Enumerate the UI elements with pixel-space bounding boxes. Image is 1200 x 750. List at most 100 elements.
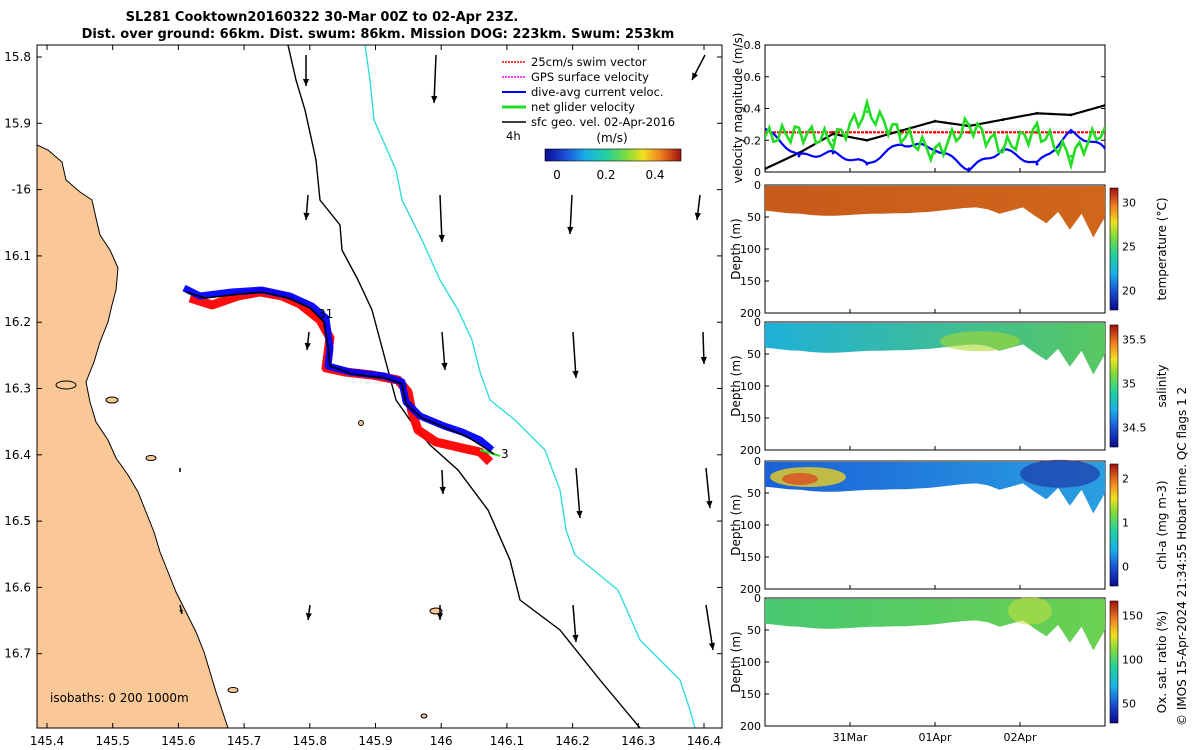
- section-colorbar-label: Ox. sat. ratio (%): [1155, 611, 1169, 713]
- salinity-patch: [940, 331, 1020, 352]
- map-axis-ticks: [37, 45, 722, 728]
- latitude-label: 16.3: [4, 382, 31, 396]
- latitude-label: 16.1: [4, 249, 31, 263]
- title-line-2: Dist. over ground: 66km. Dist. swum: 86k…: [82, 27, 675, 42]
- section-colorbar-label: chl-a (mg m-3): [1155, 480, 1169, 569]
- arrow-head: [572, 370, 579, 378]
- colorbar-tick: 0: [553, 168, 561, 182]
- section-colorbar: [1109, 187, 1119, 311]
- section-ylabel: Depth (m): [729, 355, 743, 416]
- velocity-series: [765, 97, 1105, 172]
- depth-tick-label: 200: [740, 720, 761, 733]
- legend-item-geo: sfc geo. vel. 02-Apr-2016: [502, 115, 675, 129]
- velocity-point: [933, 151, 937, 155]
- section-fill: [765, 323, 1105, 375]
- velocity-point: [831, 138, 835, 142]
- longitude-label: 146: [430, 734, 453, 748]
- time-tick-label: 01Apr: [918, 731, 952, 744]
- velocity-series-25cms: [765, 130, 1105, 134]
- latitude-label: 15.9: [4, 116, 31, 130]
- colorbar-tick: 0.4: [645, 168, 664, 182]
- arrow-icon: [436, 605, 444, 620]
- velocity-point: [1001, 130, 1005, 134]
- depth-tick-label: 0: [754, 316, 761, 329]
- arrow-head: [692, 72, 699, 80]
- arrow-head: [438, 234, 445, 242]
- arrow-icon: [179, 468, 181, 472]
- island: [145, 455, 157, 461]
- depth-tick-label: 200: [740, 583, 761, 596]
- depth-tick-label: 150: [740, 688, 761, 701]
- colorbar-tick-label: 150: [1122, 610, 1143, 623]
- depth-tick-label: 200: [740, 444, 761, 457]
- velocity-point: [765, 127, 767, 131]
- velocity-point: [865, 162, 869, 166]
- latitude-label: -16: [11, 183, 31, 197]
- legend-item-dive: dive-avg current veloc.: [502, 85, 664, 99]
- velocity-point: [933, 130, 937, 134]
- depth-tick-label: 0: [754, 179, 761, 192]
- island: [420, 713, 428, 719]
- depth-tick-label: 100: [740, 656, 761, 669]
- velocity-point: [967, 130, 971, 134]
- longitude-label: 145.9: [358, 734, 392, 748]
- colorbar-tick-label: 100: [1122, 654, 1143, 667]
- arrow-icon: [575, 467, 583, 519]
- arrow-head: [179, 470, 181, 472]
- latitude-label: 16.6: [4, 580, 31, 594]
- colorbar-tick-label: 25: [1122, 241, 1136, 254]
- section-colorbar: [1109, 463, 1119, 587]
- arrow-icon: [439, 469, 446, 495]
- section-colorbar-label: temperature (°C): [1155, 198, 1169, 301]
- isobaths-label: isobaths: 0 200 1000m: [50, 691, 189, 705]
- longitude-label: 146.2: [555, 734, 589, 748]
- latitude-label: 16.5: [4, 514, 31, 528]
- velocity-point: [967, 122, 971, 126]
- depth-tick-label: 200: [740, 307, 761, 320]
- arrow-icon: [705, 604, 716, 651]
- section-fill: [765, 462, 1105, 514]
- velocity-point: [967, 167, 971, 171]
- longitude-label: 145.6: [161, 734, 195, 748]
- depth-tick-label: 100: [740, 519, 761, 532]
- section-colorbar: [1109, 324, 1119, 448]
- island: [227, 687, 239, 693]
- velocity-series-net: [765, 97, 1105, 171]
- glider-path: [185, 291, 495, 455]
- velocity-point: [765, 167, 767, 171]
- depth-tick-label: 0: [754, 455, 761, 468]
- island: [105, 396, 119, 404]
- section-fill: [765, 186, 1105, 238]
- velocity-ytick-label: 0.6: [744, 71, 762, 84]
- latitude-labels: 15.8 15.9 -16 16.1 16.2 16.3 16.4 16.5 16.6 16.7: [4, 50, 31, 661]
- velocity-point: [1069, 130, 1073, 134]
- island: [429, 607, 443, 615]
- arrow-head: [303, 212, 310, 220]
- arrow-icon: [302, 55, 310, 86]
- legend-label-swim: 25cm/s swim vector: [531, 55, 647, 69]
- velocity-point: [865, 130, 869, 134]
- island: [358, 420, 364, 426]
- arrow-head: [706, 500, 713, 508]
- arrow-head: [708, 642, 716, 650]
- longitude-label: 146.1: [490, 734, 524, 748]
- velocity-point: [1035, 111, 1039, 115]
- colorbar-title: (m/s): [596, 131, 627, 145]
- map-legend: 25cm/s swim vector GPS surface velocity …: [502, 55, 682, 182]
- section-panel-1: 0 50 100 150 200 Depth (m) 30 25 20 temperature (…: [729, 179, 1169, 320]
- depth-tick-label: 0: [754, 592, 761, 605]
- map-frame: [36, 44, 723, 729]
- section-panel-3: 0 50 100 150 200 Depth (m) 2 1 0 chl-a (mg m-3): [729, 455, 1169, 596]
- title-line-1: SL281 Cooktown20160322 30-Mar 00Z to 02-…: [126, 10, 519, 25]
- arrow-head: [179, 609, 183, 614]
- colorbar-tick-label: 30: [1122, 197, 1136, 210]
- depth-tick-label: 150: [740, 275, 761, 288]
- oxygen-patch: [1008, 596, 1052, 625]
- net-glider-velocity: [479, 449, 501, 457]
- geostrophic-arrows: [179, 54, 716, 651]
- velocity-point: [1001, 118, 1005, 122]
- arrow-icon: [572, 331, 579, 379]
- arrow-icon: [304, 331, 311, 351]
- velocity-point: [1103, 126, 1105, 129]
